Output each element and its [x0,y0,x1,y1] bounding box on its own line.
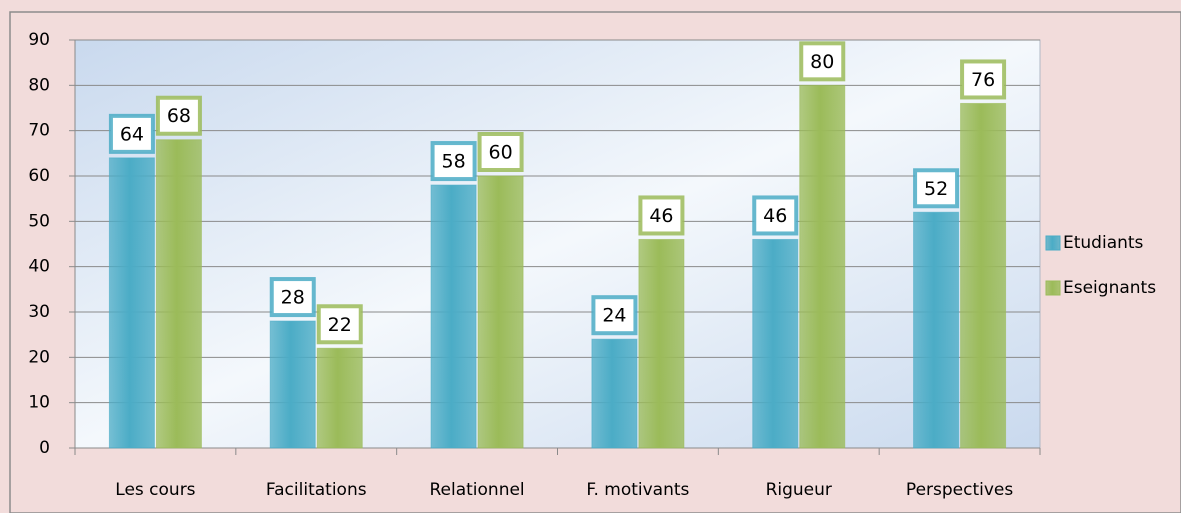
data-label-box [430,141,477,182]
data-label-box [477,132,524,172]
data-label: 80 [810,51,834,73]
y-tick-label: 60 [28,166,50,186]
data-label-box [960,59,1007,100]
x-tick-label: Relationnel [429,480,524,500]
legend-swatch [1045,235,1061,251]
y-tick-label: 30 [28,302,50,322]
bar [638,238,685,449]
y-tick-label: 40 [28,257,50,277]
y-tick-label: 80 [28,75,50,95]
data-label: 24 [602,305,626,327]
data-label-box [108,113,155,154]
bar [960,102,1007,449]
bar [269,320,316,449]
bar [316,347,363,449]
bar [477,175,524,449]
y-tick-label: 10 [28,393,50,413]
plot-area [74,39,1041,449]
data-label-box [316,304,363,345]
data-label: 46 [763,205,787,227]
bar [752,238,799,449]
data-label: 60 [488,142,512,164]
legend-label: Eseignants [1063,278,1156,298]
bar [799,84,846,449]
y-tick-label: 50 [28,211,50,231]
x-tick-label: Facilitations [266,480,367,500]
y-tick-label: 90 [28,30,50,50]
data-label: 28 [281,287,305,309]
bar [108,157,155,449]
data-label-box [913,168,960,209]
y-tick-label: 0 [39,438,50,458]
bar [913,211,960,449]
x-tick-label: Rigueur [766,480,832,500]
data-label-box [591,295,638,336]
data-label: 64 [120,123,144,145]
y-tick-label: 20 [28,347,50,367]
y-tick-label: 70 [28,121,50,141]
data-label: 22 [328,314,352,336]
x-tick-label: Perspectives [906,480,1013,500]
data-label-box [155,95,202,136]
data-label: 46 [649,205,673,227]
data-label: 68 [167,105,191,127]
data-label-box [799,41,846,82]
data-label-box [638,195,685,236]
legend-label: Etudiants [1063,233,1144,253]
bar [430,184,477,449]
bar [591,338,638,449]
data-label: 58 [441,151,465,173]
legend-swatch [1045,280,1061,296]
x-tick-label: Les cours [115,480,195,500]
data-label: 52 [924,178,948,200]
data-label: 76 [971,69,995,91]
data-label-box [269,277,316,318]
data-label-box [752,195,799,236]
bar [155,139,202,449]
x-tick-label: F. motivants [586,480,689,500]
